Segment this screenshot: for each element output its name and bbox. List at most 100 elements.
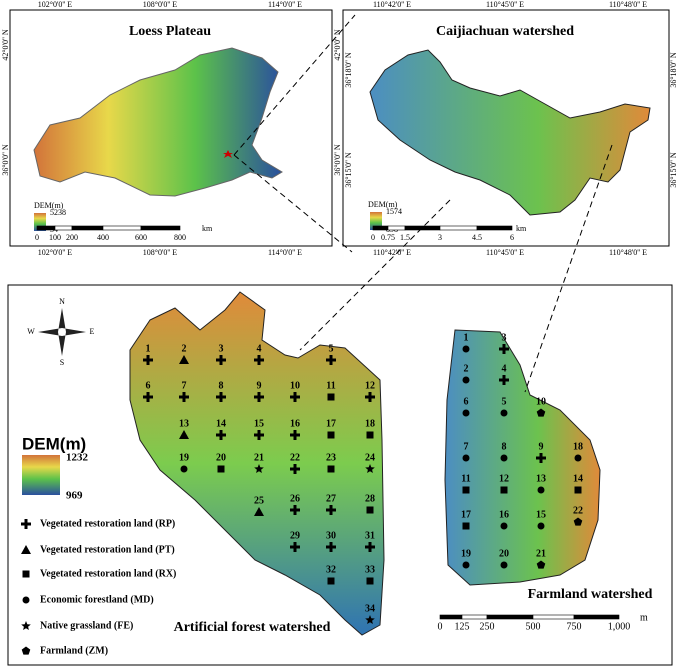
- scale-label: 400: [97, 233, 109, 242]
- symbol: [462, 561, 470, 569]
- legend-max: 1574: [386, 207, 402, 216]
- legend-label: Native grassland (FE): [40, 620, 133, 631]
- symbol: [573, 517, 583, 526]
- symbol: [254, 464, 264, 473]
- symbol: [143, 355, 153, 365]
- compass-label: N: [59, 297, 65, 306]
- point-label: 9: [539, 441, 544, 452]
- symbol: [536, 560, 546, 569]
- point-label: 21: [536, 548, 546, 559]
- point-label: 18: [365, 418, 375, 429]
- point-label: 14: [216, 418, 226, 429]
- point-label: 15: [254, 418, 264, 429]
- scale-bar: [461, 614, 488, 620]
- symbol: [254, 355, 264, 365]
- symbol: [366, 506, 374, 514]
- point-label: 25: [254, 495, 264, 506]
- symbol: [365, 392, 375, 402]
- scale-bar: [387, 225, 406, 231]
- symbol: [536, 453, 546, 463]
- point-label: 30: [326, 530, 336, 541]
- frames: [7, 9, 673, 666]
- watershed-label: Farmland watershed: [528, 587, 653, 602]
- symbol: [500, 409, 508, 417]
- scale-label: 4.5: [472, 233, 482, 242]
- point-label: 13: [179, 418, 189, 429]
- point-label: 23: [326, 452, 336, 463]
- scale-label: 600: [135, 233, 147, 242]
- legend-label: Vegetated restoration land (RX): [40, 568, 176, 579]
- scale-label: 1.5: [400, 233, 410, 242]
- point-label: 8: [219, 380, 224, 391]
- scale-bar: [439, 225, 478, 231]
- symbol: [216, 392, 226, 402]
- point-label: 29: [290, 530, 300, 541]
- symbol: [21, 621, 31, 630]
- symbol: [365, 464, 375, 473]
- symbol: [327, 393, 335, 401]
- axis-label: 36°15'0'' N: [669, 152, 678, 188]
- symbol: [574, 486, 582, 494]
- symbol: [500, 522, 508, 530]
- axis-label: 110°42'0'' E: [373, 0, 411, 9]
- scale-label: 500: [526, 621, 541, 632]
- compass-label: W: [27, 327, 35, 336]
- callout-lines: [233, 14, 613, 393]
- scale-label: 250: [480, 621, 495, 632]
- axis-label: 102°0'0'' E: [38, 248, 73, 257]
- point-label: 33: [365, 564, 375, 575]
- legend-max: 1232: [66, 452, 89, 464]
- symbol: [327, 465, 335, 473]
- scale-label: 0: [371, 233, 375, 242]
- legend-max: 5238: [50, 208, 66, 217]
- symbol: [326, 505, 336, 515]
- symbol: [500, 454, 508, 462]
- symbol: [217, 465, 225, 473]
- symbol: [574, 454, 582, 462]
- scale-label: 125: [455, 621, 470, 632]
- point-label: 20: [499, 548, 509, 559]
- scale-label: 100: [49, 233, 61, 242]
- symbol: [180, 465, 188, 473]
- point-label: 28: [365, 493, 375, 504]
- point-label: 11: [461, 473, 470, 484]
- symbol: [462, 486, 470, 494]
- point-label: 9: [257, 380, 262, 391]
- compass-label: S: [60, 358, 64, 367]
- point-label: 17: [326, 418, 336, 429]
- point-label: 7: [182, 380, 187, 391]
- symbol: [366, 431, 374, 439]
- caijiachuan-map: [369, 49, 651, 216]
- axis-label: 36°0'0'' N: [1, 144, 10, 176]
- symbol: [143, 392, 153, 402]
- point-label: 21: [254, 452, 264, 463]
- farm-watershed: [444, 329, 601, 586]
- scale-bar: [476, 225, 513, 231]
- point-label: 34: [365, 603, 375, 614]
- symbol: [254, 392, 264, 402]
- point-label: 4: [257, 343, 262, 354]
- symbol: [500, 486, 508, 494]
- scale-bar: [486, 614, 534, 620]
- point-label: 3: [219, 343, 224, 354]
- axis-label: 42°0'0'' N: [333, 29, 342, 61]
- symbol: [179, 430, 189, 439]
- scale-bar: [102, 225, 142, 231]
- point-label: 14: [573, 473, 583, 484]
- symbol: [22, 570, 30, 578]
- forest-watershed: [129, 291, 385, 636]
- scale-bar: [439, 614, 463, 620]
- point-label: 5: [502, 396, 507, 407]
- symbol: [21, 545, 31, 554]
- point-label: 7: [464, 441, 469, 452]
- legend-label: Vegetated restoration land (RP): [40, 518, 175, 529]
- symbol: [290, 392, 300, 402]
- legend-label: Vegetated restoration land (PT): [40, 544, 175, 555]
- legend-label: Economic forestland (MD): [40, 594, 154, 605]
- scale-label: 0: [35, 233, 39, 242]
- point-label: 1: [146, 343, 151, 354]
- point-label: 13: [536, 473, 546, 484]
- scale-bar: [54, 225, 73, 231]
- scale-bar: [532, 614, 575, 620]
- point-label: 2: [182, 343, 187, 354]
